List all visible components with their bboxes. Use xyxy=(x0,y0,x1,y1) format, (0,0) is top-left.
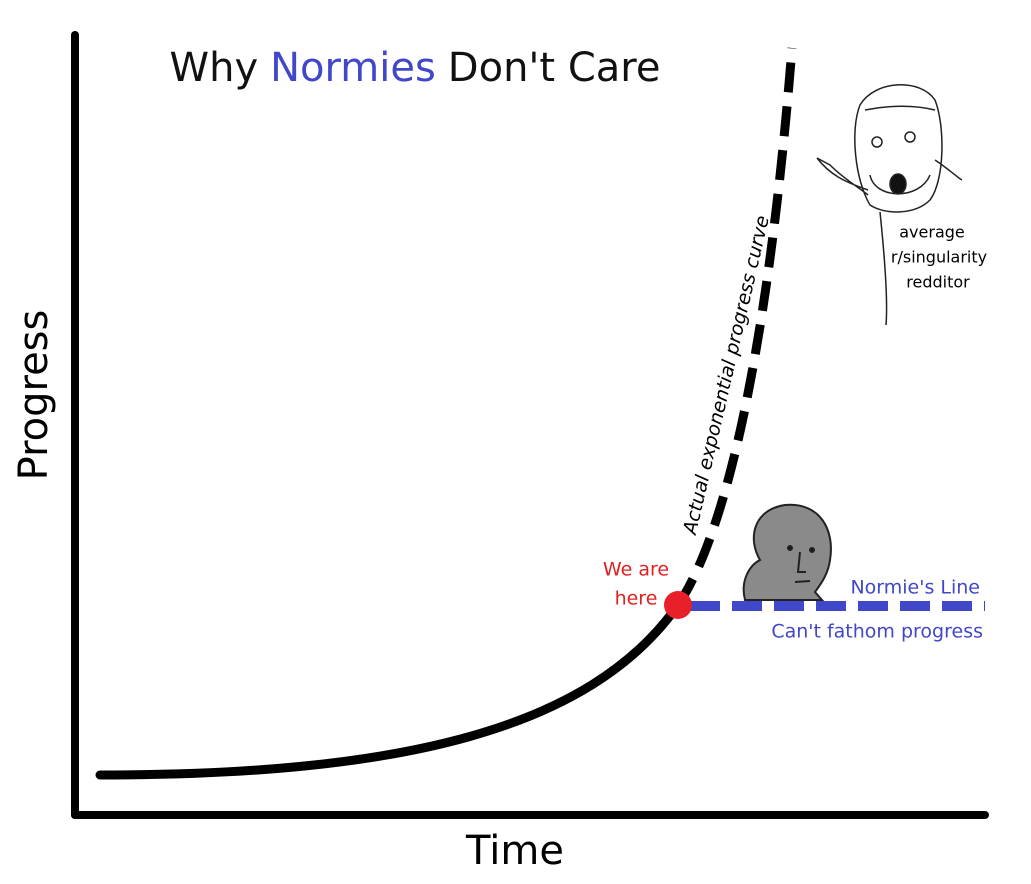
normie-label: Normie's Line xyxy=(850,577,980,599)
projected-curve xyxy=(674,47,797,608)
redditor-face xyxy=(816,84,963,326)
marker-label: We are xyxy=(603,559,669,581)
redditor-label: r/singularity xyxy=(891,248,987,267)
title-prefix: Why xyxy=(170,45,259,91)
redditor-label: redditor xyxy=(906,273,970,292)
marker-label: here xyxy=(615,588,658,610)
title-highlight: Normies xyxy=(270,45,436,91)
y-axis-label: Progress xyxy=(11,310,57,481)
progress-curve xyxy=(95,600,683,780)
normie-caption: Can't fathom progress xyxy=(771,621,983,643)
x-axis-label: Time xyxy=(465,828,564,874)
redditor-label: average xyxy=(899,223,965,242)
title-suffix: Don't Care xyxy=(448,45,661,91)
npc-face xyxy=(742,503,832,601)
title: Why Normies Don't Care xyxy=(170,45,661,91)
here-marker xyxy=(664,591,692,619)
